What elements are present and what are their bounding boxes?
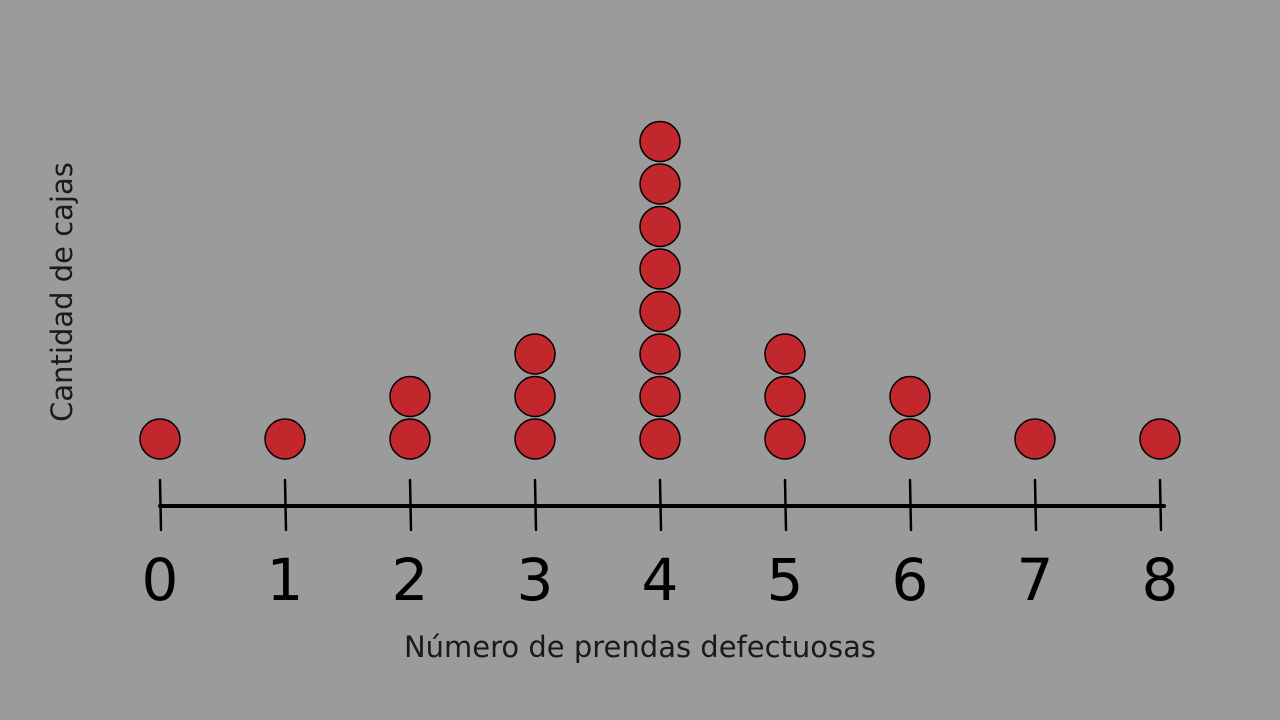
data-dot	[514, 333, 556, 375]
x-tick-1	[283, 478, 288, 532]
data-dot	[639, 248, 681, 290]
x-tick-2	[408, 478, 413, 532]
data-dot	[389, 375, 431, 418]
x-tick-label-3: 3	[517, 546, 554, 614]
data-dot	[264, 418, 306, 460]
data-dot	[639, 120, 681, 163]
data-dot	[764, 333, 806, 375]
data-dot	[764, 418, 806, 460]
x-tick-0	[158, 478, 163, 532]
x-tick-label-0: 0	[142, 546, 179, 614]
x-tick-label-6: 6	[892, 546, 929, 614]
data-dot	[514, 375, 556, 418]
data-dot	[889, 418, 931, 460]
x-tick-8	[1158, 478, 1163, 532]
data-dot	[389, 418, 431, 460]
x-tick-label-5: 5	[767, 546, 804, 614]
data-dot	[639, 205, 681, 248]
x-axis-label: Número de prendas defectuosas	[403, 630, 877, 664]
y-axis-label: Cantidad de cajas	[45, 162, 79, 422]
data-dot	[139, 418, 181, 460]
data-dot	[514, 418, 556, 460]
x-tick-label-7: 7	[1017, 546, 1054, 614]
x-tick-5	[783, 478, 788, 532]
data-dot	[764, 375, 806, 418]
data-dot	[889, 375, 931, 418]
data-dot	[639, 333, 681, 375]
x-tick-label-2: 2	[392, 546, 429, 614]
data-dot	[639, 375, 681, 418]
data-dot	[639, 418, 681, 460]
x-tick-label-8: 8	[1142, 546, 1179, 614]
x-tick-label-4: 4	[642, 546, 679, 614]
data-dot	[639, 290, 681, 333]
data-dot	[639, 163, 681, 205]
x-tick-label-1: 1	[267, 546, 304, 614]
x-tick-4	[658, 478, 663, 532]
data-dot	[1139, 418, 1181, 460]
x-tick-3	[533, 478, 538, 532]
data-dot	[1014, 418, 1056, 460]
x-tick-6	[908, 478, 913, 532]
x-tick-7	[1033, 478, 1038, 532]
